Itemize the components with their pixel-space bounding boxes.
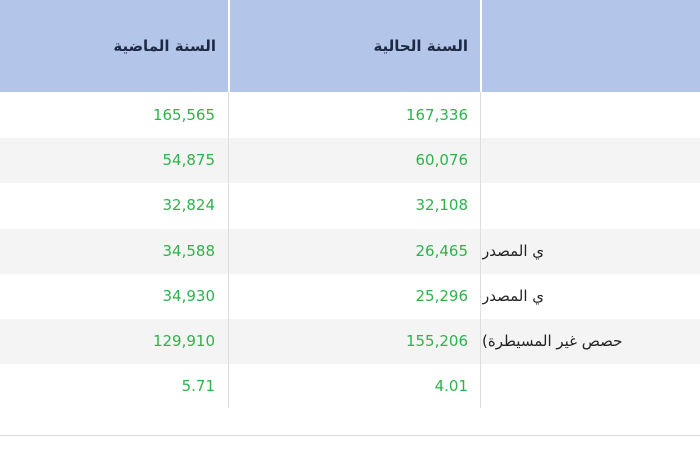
last-year-value: 34,930 bbox=[162, 286, 216, 305]
column-divider bbox=[228, 0, 230, 92]
header-current-year: السنة الحالية bbox=[230, 0, 480, 92]
current-year-value: 167,336 bbox=[405, 106, 468, 124]
current-year-value: 26,465 bbox=[415, 241, 469, 260]
row-label bbox=[482, 183, 700, 228]
current-year-value: 155,206 bbox=[405, 332, 468, 350]
bottom-divider bbox=[0, 435, 700, 436]
table-row: 32,824 32,108 bbox=[0, 183, 700, 228]
table-row: 5.71 4.01 bbox=[0, 364, 700, 409]
header-last-year: السنة الماضية bbox=[0, 0, 228, 92]
column-divider bbox=[480, 92, 481, 408]
last-year-value: 54,875 bbox=[162, 151, 216, 170]
header-item bbox=[482, 0, 700, 92]
current-year-value: 4.01 bbox=[434, 377, 468, 396]
last-year-value: 34,588 bbox=[162, 241, 216, 260]
last-year-value: 129,910 bbox=[152, 332, 215, 350]
table-row: 129,910 155,206 حصص غير المسيطرة) bbox=[0, 319, 700, 364]
current-year-value: 32,108 bbox=[415, 196, 469, 215]
row-label: حصص غير المسيطرة) bbox=[482, 332, 623, 350]
current-year-value: 60,076 bbox=[415, 151, 469, 170]
current-year-value: 25,296 bbox=[415, 286, 469, 305]
column-divider bbox=[228, 92, 229, 408]
row-label bbox=[482, 138, 700, 183]
table-row: 54,875 60,076 bbox=[0, 138, 700, 184]
row-label bbox=[482, 364, 700, 409]
table-row: 165,565 167,336 bbox=[0, 93, 700, 138]
last-year-value: 32,824 bbox=[162, 196, 216, 215]
row-label: ي المصدر bbox=[482, 286, 545, 305]
last-year-value: 165,565 bbox=[152, 106, 215, 124]
table-row: 34,588 26,465 ي المصدر bbox=[0, 228, 700, 274]
last-year-value: 5.71 bbox=[181, 377, 215, 396]
row-label: ي المصدر bbox=[482, 241, 545, 260]
table-row: 34,930 25,296 ي المصدر bbox=[0, 274, 700, 319]
column-divider bbox=[480, 0, 482, 92]
row-label bbox=[482, 93, 700, 138]
